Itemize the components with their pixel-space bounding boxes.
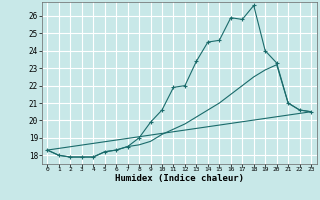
X-axis label: Humidex (Indice chaleur): Humidex (Indice chaleur) <box>115 174 244 183</box>
